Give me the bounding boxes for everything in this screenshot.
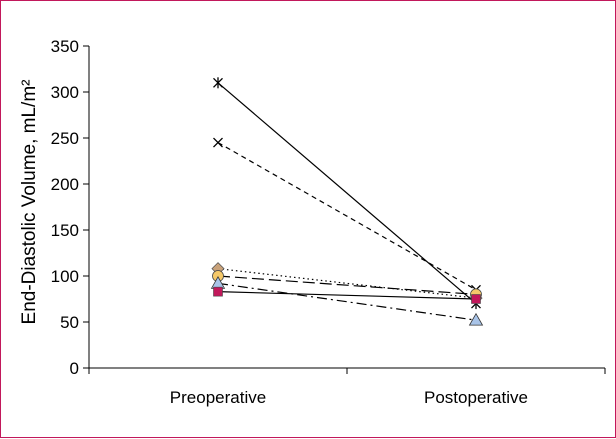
series-4 [210, 276, 484, 326]
y-tick-label: 350 [51, 37, 79, 56]
x-tick-label: Preoperative [170, 388, 266, 407]
data-point-square [213, 286, 223, 297]
x-tick-label: Postoperative [424, 388, 528, 407]
series-line [217, 142, 477, 291]
series-line [217, 82, 477, 305]
y-tick-label: 300 [51, 83, 79, 102]
series-line [217, 275, 477, 295]
data-point-star [213, 77, 223, 89]
data-point-x [213, 137, 223, 148]
y-tick-label: 50 [60, 313, 79, 332]
series-line [217, 291, 477, 300]
y-axis-label: End-Diastolic Volume, mL/m² [19, 80, 40, 325]
series-5 [213, 286, 481, 304]
y-tick-label: 0 [70, 359, 79, 378]
data-point-square [471, 294, 481, 304]
y-tick-label: 200 [51, 175, 79, 194]
series-1 [213, 137, 481, 295]
series-0 [213, 77, 481, 310]
y-tick-label: 100 [51, 267, 79, 286]
data-point-triangle [468, 312, 484, 326]
y-tick-label: 150 [51, 221, 79, 240]
series-line [217, 268, 477, 299]
y-tick-label: 250 [51, 129, 79, 148]
series-line [217, 282, 477, 321]
